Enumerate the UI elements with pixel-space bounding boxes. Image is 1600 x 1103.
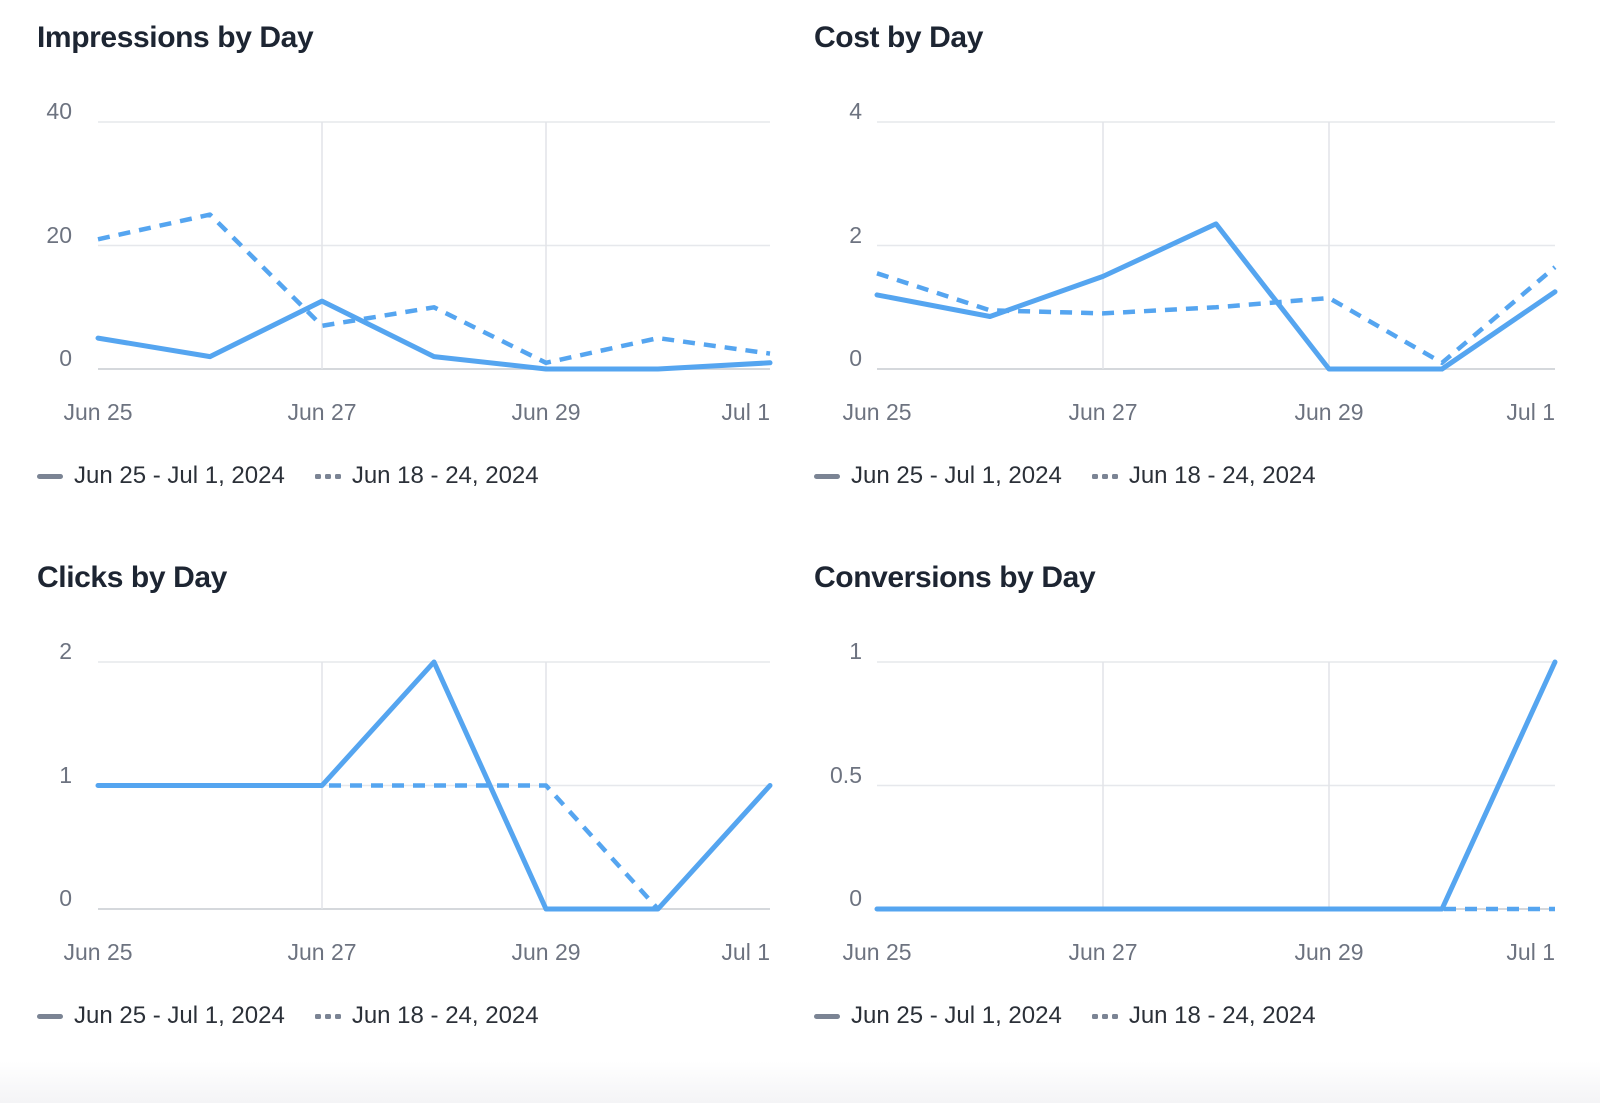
legend-label: Jun 18 - 24, 2024 xyxy=(1128,1002,1316,1029)
x-tick-label: Jun 27 xyxy=(1068,939,1138,965)
x-tick-label: Jul 1 xyxy=(1506,399,1555,425)
legend-item-current-period[interactable]: Jun 25 - Jul 1, 2024 xyxy=(814,461,1062,491)
x-tick-label: Jul 1 xyxy=(721,939,770,965)
legend: Jun 25 - Jul 1, 2024 Jun 18 - 24, 2024 xyxy=(814,1001,1316,1031)
x-tick-label: Jun 29 xyxy=(511,399,581,425)
legend: Jun 25 - Jul 1, 2024 Jun 18 - 24, 2024 xyxy=(814,461,1316,491)
x-tick-label: Jul 1 xyxy=(721,399,770,425)
cost-line-plot[interactable] xyxy=(800,0,1600,540)
legend-dashed-line-icon xyxy=(314,473,341,479)
series-previous-line[interactable] xyxy=(97,212,771,366)
legend-item-current-period[interactable]: Jun 25 - Jul 1, 2024 xyxy=(814,1001,1062,1031)
legend-item-current-period[interactable]: Jun 25 - Jul 1, 2024 xyxy=(37,461,285,491)
series-previous-line[interactable] xyxy=(876,265,1557,366)
y-tick-label: 20 xyxy=(46,221,72,248)
legend-dashed-line-icon xyxy=(1091,1013,1118,1019)
y-tick-label: 0 xyxy=(849,345,862,371)
legend-dashed-line-icon xyxy=(314,1013,341,1019)
y-tick-label: 40 xyxy=(46,98,72,124)
series-current-line[interactable] xyxy=(95,298,773,372)
y-tick-label: 2 xyxy=(849,221,862,248)
series-current-line[interactable] xyxy=(874,659,1558,912)
legend-solid-line-icon xyxy=(814,473,840,479)
chart-title: Impressions by Day xyxy=(37,21,314,54)
series-current-line[interactable] xyxy=(874,221,1558,372)
x-tick-label: Jun 29 xyxy=(511,939,581,965)
legend-label: Jun 25 - Jul 1, 2024 xyxy=(851,1002,1062,1029)
clicks-by-day-chart: Clicks by Day 0 1 2 Jun 25 Jun 27 Jun 29 Jul … xyxy=(0,540,800,1080)
legend: Jun 25 - Jul 1, 2024 Jun 18 - 24, 2024 xyxy=(37,461,539,491)
legend-label: Jun 18 - 24, 2024 xyxy=(351,1002,539,1029)
y-tick-label: 1 xyxy=(59,761,72,788)
y-tick-label: 1 xyxy=(849,638,862,664)
y-tick-label: 0 xyxy=(59,885,72,911)
impressions-by-day-chart: Impressions by Day 0 20 40 Jun 25 Jun 27 Jun… xyxy=(0,0,800,540)
series-previous-line[interactable] xyxy=(98,783,660,911)
x-tick-label: Jun 27 xyxy=(287,939,357,965)
legend-solid-line-icon xyxy=(37,473,63,479)
impressions-line-plot[interactable] xyxy=(0,0,800,540)
legend-label: Jun 18 - 24, 2024 xyxy=(351,462,539,489)
legend-label: Jun 18 - 24, 2024 xyxy=(1128,462,1316,489)
y-tick-label: 0 xyxy=(59,345,72,371)
legend-label: Jun 25 - Jul 1, 2024 xyxy=(74,462,285,489)
x-tick-label: Jun 27 xyxy=(287,399,357,425)
legend-item-previous-period[interactable]: Jun 18 - 24, 2024 xyxy=(1091,461,1316,491)
x-tick-label: Jun 25 xyxy=(842,399,912,425)
y-tick-label: 0.5 xyxy=(830,761,862,788)
x-tick-label: Jun 25 xyxy=(63,939,133,965)
x-tick-label: Jun 29 xyxy=(1294,939,1364,965)
y-tick-label: 0 xyxy=(849,885,862,911)
legend-item-previous-period[interactable]: Jun 18 - 24, 2024 xyxy=(314,1001,539,1031)
legend-item-current-period[interactable]: Jun 25 - Jul 1, 2024 xyxy=(37,1001,285,1031)
legend: Jun 25 - Jul 1, 2024 Jun 18 - 24, 2024 xyxy=(37,1001,539,1031)
chart-title: Clicks by Day xyxy=(37,561,227,594)
clicks-line-plot[interactable] xyxy=(0,540,800,1080)
legend-label: Jun 25 - Jul 1, 2024 xyxy=(851,462,1062,489)
chart-title: Conversions by Day xyxy=(814,561,1096,594)
legend-solid-line-icon xyxy=(37,1013,63,1019)
x-tick-label: Jul 1 xyxy=(1506,939,1555,965)
y-tick-label: 4 xyxy=(849,98,862,124)
conversions-by-day-chart: Conversions by Day 0 0.5 1 Jun 25 Jun 27 Jun… xyxy=(800,540,1600,1080)
legend-solid-line-icon xyxy=(814,1013,840,1019)
x-tick-label: Jun 25 xyxy=(842,939,912,965)
legend-label: Jun 25 - Jul 1, 2024 xyxy=(74,1002,285,1029)
legend-item-previous-period[interactable]: Jun 18 - 24, 2024 xyxy=(1091,1001,1316,1031)
y-tick-label: 2 xyxy=(59,638,72,664)
legend-dashed-line-icon xyxy=(1091,473,1118,479)
x-tick-label: Jun 25 xyxy=(63,399,133,425)
x-tick-label: Jun 29 xyxy=(1294,399,1364,425)
series-current-line[interactable] xyxy=(95,659,773,912)
x-tick-label: Jun 27 xyxy=(1068,399,1138,425)
legend-item-previous-period[interactable]: Jun 18 - 24, 2024 xyxy=(314,461,539,491)
chart-title: Cost by Day xyxy=(814,21,983,54)
conversions-line-plot[interactable] xyxy=(800,540,1600,1080)
